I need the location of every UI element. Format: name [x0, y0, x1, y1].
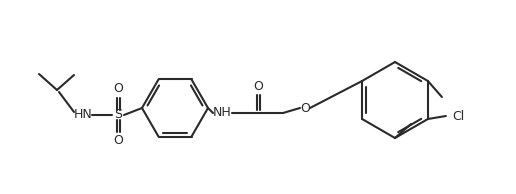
Text: O: O [253, 81, 263, 94]
Text: Cl: Cl [452, 109, 464, 122]
Text: O: O [113, 134, 123, 147]
Text: O: O [300, 101, 310, 114]
Text: NH: NH [213, 107, 231, 120]
Text: HN: HN [74, 108, 92, 121]
Text: O: O [113, 82, 123, 95]
Text: S: S [114, 108, 122, 121]
